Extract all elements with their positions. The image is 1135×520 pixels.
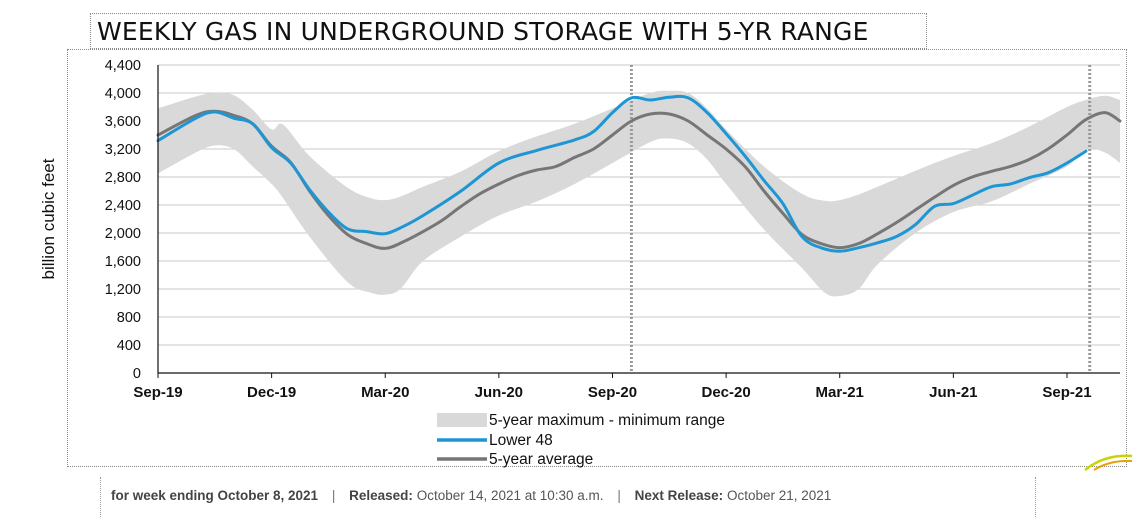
- x-tick-label: Sep-19: [133, 384, 182, 401]
- y-tick-label: 2,000: [105, 226, 141, 242]
- x-tick-label: Mar-21: [816, 384, 864, 401]
- legend-label: 5-year average: [489, 451, 593, 468]
- separator: |: [617, 488, 621, 503]
- vertical-markers: [629, 65, 1092, 373]
- y-tick-label: 1,600: [105, 254, 141, 270]
- x-tick-label: Sep-21: [1042, 384, 1091, 401]
- x-tick-label: Dec-19: [247, 384, 296, 401]
- axes: 0 400 800 1,200 1,600 2,000 2,400 2,800 3,200 3,6…: [39, 58, 1120, 401]
- x-tick-label: Dec-20: [702, 384, 751, 401]
- y-tick-label: 0: [133, 366, 141, 382]
- y-tick-label: 4,400: [105, 58, 141, 74]
- x-tick-label: Jun-20: [475, 384, 523, 401]
- footer-bar: for week ending October 8, 2021 | Releas…: [100, 477, 1036, 517]
- y-tick-label: 4,000: [105, 86, 141, 102]
- series-line-5yr-average: [156, 109, 1122, 250]
- y-tick-label: 3,200: [105, 142, 141, 158]
- x-tick-label: Sep-20: [588, 384, 637, 401]
- released-label: Released:: [349, 488, 413, 503]
- storage-chart: 0 400 800 1,200 1,600 2,000 2,400 2,800 3,200 3,6…: [39, 58, 1122, 468]
- legend: 5-year maximum - minimum range Lower 48 5-…: [437, 412, 725, 468]
- y-tick-label: 2,400: [105, 198, 141, 214]
- released-value: October 14, 2021 at 10:30 a.m.: [416, 488, 604, 503]
- series-lines: [156, 94, 1122, 253]
- separator: |: [331, 488, 336, 503]
- x-tick-label: Mar-20: [361, 384, 409, 401]
- release-info: for week ending October 8, 2021 | Releas…: [111, 488, 831, 503]
- legend-label: 5-year maximum - minimum range: [489, 412, 725, 429]
- y-axis-title: billion cubic feet: [39, 158, 58, 279]
- chart-frame: [67, 49, 1127, 467]
- y-tick-label: 1,200: [105, 282, 141, 298]
- series-line-lower-48: [156, 94, 1088, 253]
- legend-swatch-range: [437, 413, 487, 427]
- y-tick-label: 800: [117, 310, 141, 326]
- title-box: WEEKLY GAS IN UNDERGROUND STORAGE WITH 5…: [90, 13, 927, 49]
- x-tick-label: Jun-21: [929, 384, 977, 401]
- logo-swoosh-icon: [1084, 454, 1133, 471]
- y-tick-label: 3,600: [105, 114, 141, 130]
- next-release-label: Next Release:: [634, 488, 724, 503]
- chart-title: WEEKLY GAS IN UNDERGROUND STORAGE WITH 5…: [97, 17, 869, 46]
- y-tick-label: 2,800: [105, 170, 141, 186]
- legend-label: Lower 48: [489, 432, 553, 449]
- y-tick-label: 400: [117, 338, 141, 354]
- next-release-value: October 21, 2021: [726, 488, 832, 503]
- week-ending-label: for week ending October 8, 2021: [111, 488, 319, 503]
